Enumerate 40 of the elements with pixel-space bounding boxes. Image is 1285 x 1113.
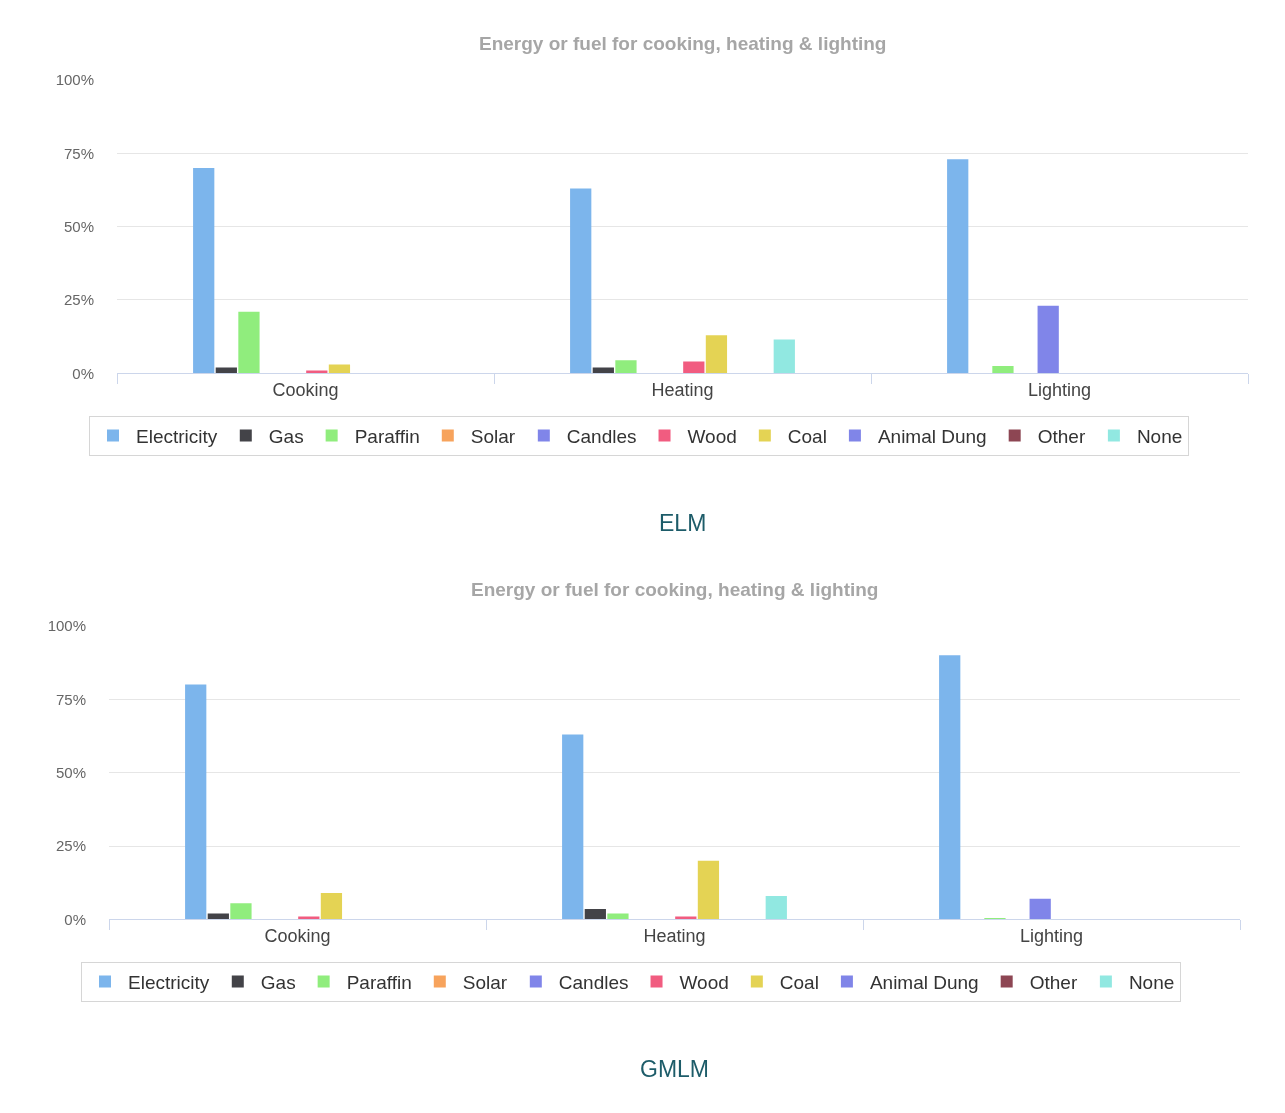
- y-tick-label: 100%: [55, 71, 94, 89]
- legend-label: Other: [1037, 425, 1086, 447]
- legend-label: Coal: [779, 971, 819, 993]
- chart-title: Energy or fuel for cooking, heating & lighting: [471, 579, 879, 600]
- chart-title: Energy or fuel for cooking, heating & lighting: [479, 33, 887, 54]
- legend-label: Solar: [462, 971, 508, 993]
- y-tick-label: 0%: [72, 364, 94, 382]
- legend-label: Paraffin: [354, 425, 420, 447]
- legend-label: Coal: [787, 425, 827, 447]
- text: ELM: [659, 510, 707, 536]
- y-tick-label: 25%: [63, 291, 94, 309]
- text: GMLM: [640, 1056, 709, 1082]
- y-tick-label: 75%: [63, 144, 94, 162]
- y-tick-label: 100%: [47, 617, 86, 635]
- y-tick-label: 50%: [55, 763, 86, 781]
- legend-label: Gas: [268, 425, 304, 447]
- legend-label: Electricity: [136, 425, 218, 447]
- y-tick-label: 50%: [63, 217, 94, 235]
- legend-label: None: [1128, 971, 1175, 993]
- legend-label: Paraffin: [346, 971, 412, 993]
- x-tick-label: Lighting: [1019, 925, 1084, 946]
- legend-label: Candles: [558, 971, 629, 993]
- legend-label: Solar: [470, 425, 516, 447]
- x-tick-label: Lighting: [1027, 379, 1092, 400]
- y-tick-label: 25%: [55, 837, 86, 855]
- y-tick-label: 75%: [55, 690, 86, 708]
- x-tick-label: Heating: [643, 925, 706, 946]
- x-tick-label: Cooking: [264, 925, 331, 946]
- x-tick-label: Cooking: [272, 379, 339, 400]
- legend-label: None: [1136, 425, 1183, 447]
- legend-label: Electricity: [128, 971, 210, 993]
- legend-label: Candles: [566, 425, 637, 447]
- x-tick-label: Heating: [651, 379, 714, 400]
- legend-label: Gas: [260, 971, 296, 993]
- legend-label: Wood: [687, 425, 737, 447]
- legend-label: Wood: [679, 971, 729, 993]
- legend-label: Animal Dung: [877, 425, 987, 447]
- legend-label: Other: [1029, 971, 1078, 993]
- y-tick-label: 0%: [64, 910, 86, 928]
- legend-label: Animal Dung: [869, 971, 979, 993]
